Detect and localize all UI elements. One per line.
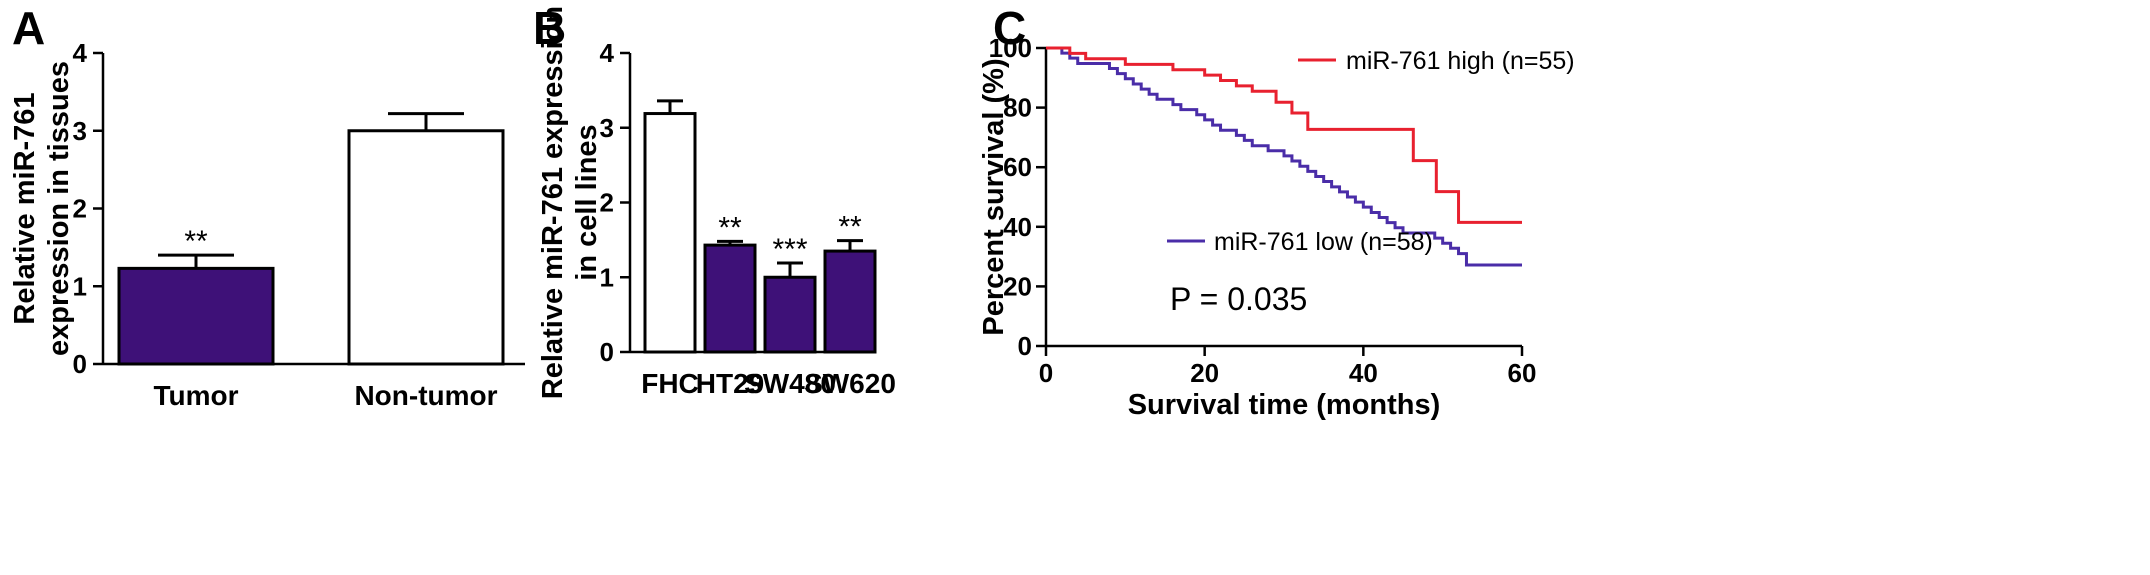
significance-label: **	[838, 211, 862, 244]
y-tick-label: 100	[989, 33, 1032, 63]
bar-tumor	[117, 266, 275, 366]
significance-label: ***	[772, 233, 807, 266]
panel-letter: A	[12, 2, 45, 54]
p-value-annotation: P = 0.035	[1170, 281, 1307, 317]
bar-sw620	[823, 249, 877, 354]
panel-letter: B	[533, 2, 566, 54]
y-tick-label: 1	[73, 271, 87, 301]
y-tick-label: 1	[600, 262, 614, 292]
y-axis-label: Percent survival (%)	[978, 58, 1010, 335]
legend-label-high: miR-761 high (n=55)	[1346, 47, 1575, 75]
x-tick-label: 60	[1508, 358, 1537, 388]
y-axis-label: Relative miR-761 expressionin cell lines	[537, 6, 603, 399]
y-axis-label-line: expression in tissues	[43, 61, 75, 356]
category-label: FHC	[641, 368, 699, 399]
category-label: SW480	[744, 368, 836, 399]
y-axis-label-line: Relative miR-761 expression	[537, 6, 569, 399]
y-tick-label: 40	[1003, 212, 1032, 242]
legend-label-low: miR-761 low (n=58)	[1214, 228, 1433, 256]
category-label: SW620	[804, 368, 896, 399]
panel-letter: C	[993, 2, 1026, 54]
survival-curve-high	[1046, 46, 1522, 224]
y-tick-label: 0	[73, 349, 87, 379]
bar-ht29	[703, 243, 757, 354]
category-label: Non-tumor	[354, 380, 497, 411]
bar-non-tumor	[347, 129, 505, 366]
significance-label: **	[718, 211, 742, 244]
y-tick-label: 3	[600, 113, 614, 143]
y-tick-label: 0	[1018, 331, 1032, 361]
panel-c: C 0 20 40 60 80 100 0 20 40 60 Survival time (month…	[978, 2, 1575, 421]
survival-curve-low	[1046, 46, 1522, 267]
category-label: HT29	[696, 368, 764, 399]
y-axis-label-line: Relative miR-761	[9, 92, 41, 324]
y-axis-label-line: in cell lines	[571, 124, 603, 280]
y-tick-label: 80	[1003, 93, 1032, 123]
bar-fhc	[643, 112, 697, 354]
significance-label: **	[184, 225, 208, 258]
x-tick-label: 0	[1039, 358, 1053, 388]
y-tick-label: 4	[600, 38, 615, 68]
y-tick-label: 20	[1003, 271, 1032, 301]
x-tick-label: 20	[1190, 358, 1219, 388]
x-axis-label: Survival time (months)	[1128, 389, 1441, 421]
y-tick-label: 0	[600, 337, 614, 367]
bar-sw480	[763, 275, 817, 354]
category-label: Tumor	[153, 380, 238, 411]
y-tick-label: 60	[1003, 152, 1032, 182]
y-tick-label: 2	[73, 194, 87, 224]
y-tick-label: 3	[73, 116, 87, 146]
y-axis-label: Relative miR-761expression in tissues	[9, 61, 75, 356]
y-tick-label: 2	[600, 188, 614, 218]
y-tick-label: 4	[73, 38, 88, 68]
x-tick-label: 40	[1349, 358, 1378, 388]
